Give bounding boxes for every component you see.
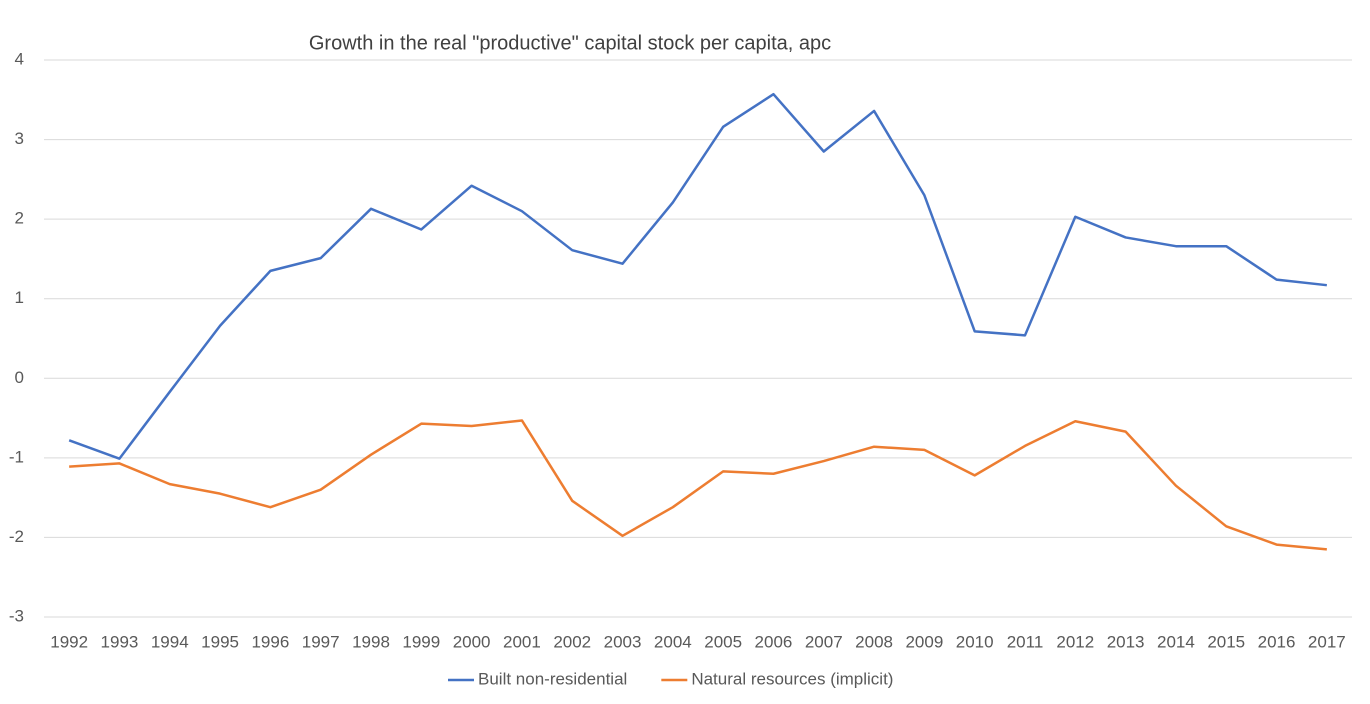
x-tick-label: 2011 (1007, 632, 1044, 651)
x-tick-label: 2005 (704, 632, 742, 651)
y-tick-label: 3 (15, 129, 24, 148)
x-tick-label: 2014 (1157, 632, 1195, 651)
x-tick-label: 2001 (503, 632, 541, 651)
y-tick-label: -2 (9, 527, 24, 546)
x-tick-label: 1996 (251, 632, 289, 651)
x-tick-label: 2012 (1056, 632, 1094, 651)
y-tick-label: 4 (15, 49, 24, 68)
x-tick-label: 1994 (151, 632, 189, 651)
legend-label: Natural resources (implicit) (691, 669, 893, 688)
x-tick-label: 1992 (50, 632, 88, 651)
x-tick-label: 2002 (553, 632, 591, 651)
x-tick-label: 1997 (302, 632, 340, 651)
x-tick-label: 2003 (604, 632, 642, 651)
x-tick-label: 2006 (755, 632, 793, 651)
x-tick-label: 2017 (1308, 632, 1346, 651)
y-tick-label: 1 (15, 288, 24, 307)
series-line (69, 419, 1327, 551)
x-tick-label: 1993 (101, 632, 139, 651)
x-tick-label: 2007 (805, 632, 843, 651)
chart-title: Growth in the real "productive" capital … (309, 32, 831, 54)
x-tick-label: 2015 (1207, 632, 1245, 651)
y-tick-label: 2 (15, 209, 24, 228)
legend-label: Built non-residential (478, 669, 627, 688)
y-tick-label: -1 (9, 447, 24, 466)
x-tick-label: 2010 (956, 632, 994, 651)
series-line (68, 92, 1327, 460)
y-tick-label: 0 (15, 368, 24, 387)
x-tick-label: 1998 (352, 632, 390, 651)
y-tick-label: -3 (9, 606, 24, 625)
x-tick-label: 2013 (1107, 632, 1145, 651)
x-tick-label: 1999 (402, 632, 440, 651)
x-tick-label: 2004 (654, 632, 692, 651)
x-tick-label: 1995 (201, 632, 239, 651)
x-tick-label: 2008 (855, 632, 893, 651)
x-tick-label: 2016 (1258, 632, 1296, 651)
x-tick-label: 2000 (453, 632, 491, 651)
x-tick-label: 2009 (905, 632, 943, 651)
